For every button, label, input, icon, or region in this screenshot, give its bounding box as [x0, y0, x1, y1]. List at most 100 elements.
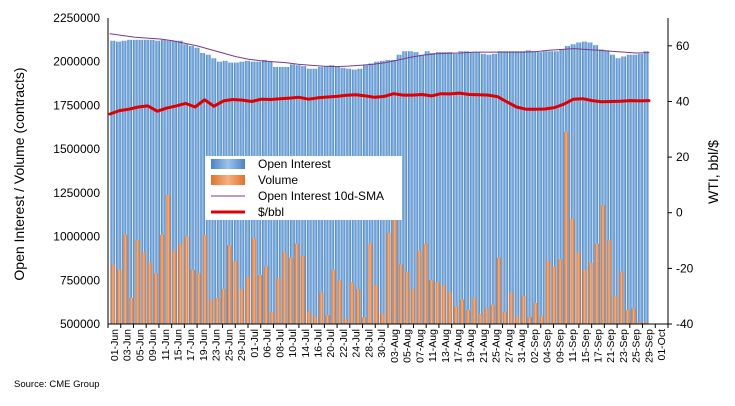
left-tick-label: 1000000	[53, 230, 100, 244]
volume-bar	[503, 311, 507, 324]
open-interest-bar	[576, 42, 582, 324]
x-tick-label: 09-Sep	[554, 329, 566, 363]
open-interest-bar	[413, 52, 419, 325]
x-tick-label: 25-Aug	[491, 329, 503, 363]
volume-bar	[349, 282, 354, 324]
volume-bar	[190, 269, 195, 324]
open-interest-bar	[492, 53, 497, 325]
volume-bar	[539, 315, 544, 324]
volume-bar	[576, 252, 581, 324]
volume-bar	[490, 304, 495, 324]
open-interest-bar	[402, 51, 408, 324]
volume-bar	[564, 131, 569, 324]
volume-bar	[631, 308, 636, 324]
open-interest-bar	[503, 51, 509, 324]
open-interest-bar	[514, 51, 520, 324]
right-axis-title: WTI, bbl/$	[705, 140, 721, 204]
volume-bar	[123, 234, 128, 324]
open-interest-bar	[447, 52, 453, 325]
x-tick-label: 07-Aug	[414, 329, 426, 363]
legend-label-sma: Open Interest 10d-SMA	[258, 189, 384, 203]
volume-bar	[160, 234, 165, 324]
left-tick-label: 2000000	[53, 55, 100, 69]
open-interest-bar	[435, 52, 441, 325]
open-interest-bar	[604, 50, 610, 324]
volume-bar	[417, 250, 422, 324]
open-interest-bar	[638, 53, 643, 325]
volume-bar	[239, 289, 244, 324]
x-tick-label: 17-Jun	[185, 329, 197, 361]
sma-line	[109, 33, 650, 68]
volume-bar	[607, 240, 612, 324]
volume-bar	[117, 269, 122, 324]
x-tick-label: 21-Aug	[478, 329, 490, 363]
open-interest-bar	[486, 54, 492, 324]
volume-bar	[129, 297, 134, 324]
x-tick-label: 02-Sep	[529, 329, 541, 363]
volume-bar	[343, 318, 348, 324]
left-tick-label: 1250000	[53, 186, 100, 200]
x-tick-label: 01-Oct	[656, 329, 668, 361]
x-tick-label: 01-Jul	[249, 329, 261, 358]
volume-bar	[331, 269, 336, 324]
source-note: Source: CME Group	[14, 379, 100, 390]
volume-bar	[245, 276, 250, 324]
open-interest-bar	[110, 40, 116, 324]
x-tick-label: 10-Jul	[287, 329, 299, 358]
open-interest-bar	[177, 40, 183, 324]
volume-bar	[362, 317, 367, 324]
x-tick-label: 22-Jul	[338, 329, 350, 358]
volume-bar	[184, 236, 189, 324]
volume-bar	[527, 317, 532, 324]
volume-bar	[147, 262, 152, 324]
volume-bar	[270, 311, 275, 324]
legend-label-volume: Volume	[258, 173, 298, 187]
price-line	[108, 91, 651, 116]
x-tick-label: 29-Jun	[236, 329, 248, 361]
volume-bar	[570, 219, 575, 324]
volume-bar	[264, 266, 269, 324]
x-tick-label: 19-Aug	[465, 329, 477, 363]
open-interest-bar	[632, 54, 638, 324]
x-tick-label: 06-Jul	[262, 329, 274, 358]
right-tick-label: 20	[676, 150, 690, 164]
x-tick-label: 03-Aug	[389, 329, 401, 363]
legend-label-price: $/bbl	[258, 205, 284, 219]
legend: Open Interest Volume Open Interest 10d-S…	[205, 156, 402, 220]
left-tick-label: 2250000	[53, 11, 100, 25]
volume-bars	[111, 131, 648, 324]
volume-bar	[282, 252, 287, 324]
right-tick-label: 60	[676, 39, 690, 53]
open-interest-bar	[497, 51, 503, 324]
volume-bar	[153, 273, 158, 324]
right-tick-label: 0	[676, 206, 683, 220]
volume-bar	[258, 275, 262, 324]
open-interest-bar	[424, 51, 430, 324]
open-interest-bar	[419, 54, 424, 324]
volume-bar	[209, 299, 214, 324]
volume-bar	[215, 297, 220, 324]
volume-bar	[411, 289, 416, 324]
volume-bar	[558, 259, 563, 324]
x-tick-label: 30-Jul	[376, 329, 388, 358]
right-axis-ticks: 60 40 20 0 -20 -40	[668, 39, 694, 331]
volume-bar	[552, 266, 556, 324]
open-interest-bar	[480, 53, 486, 325]
open-interest-bar	[138, 39, 144, 324]
volume-bar	[643, 322, 648, 324]
volume-bar	[178, 243, 183, 324]
open-interest-bar	[525, 50, 531, 324]
open-interest-bar	[559, 49, 565, 325]
x-tick-label: 08-Jul	[274, 329, 286, 358]
open-interest-bar	[469, 52, 475, 325]
open-interest-bar	[160, 39, 166, 324]
volume-bar	[447, 292, 452, 324]
volume-bar	[368, 243, 373, 324]
volume-bar	[300, 255, 305, 324]
volume-bar	[172, 250, 177, 324]
volume-bar	[276, 278, 281, 324]
left-tick-label: 1500000	[53, 142, 100, 156]
x-tick-label: 23-Sep	[618, 329, 630, 363]
